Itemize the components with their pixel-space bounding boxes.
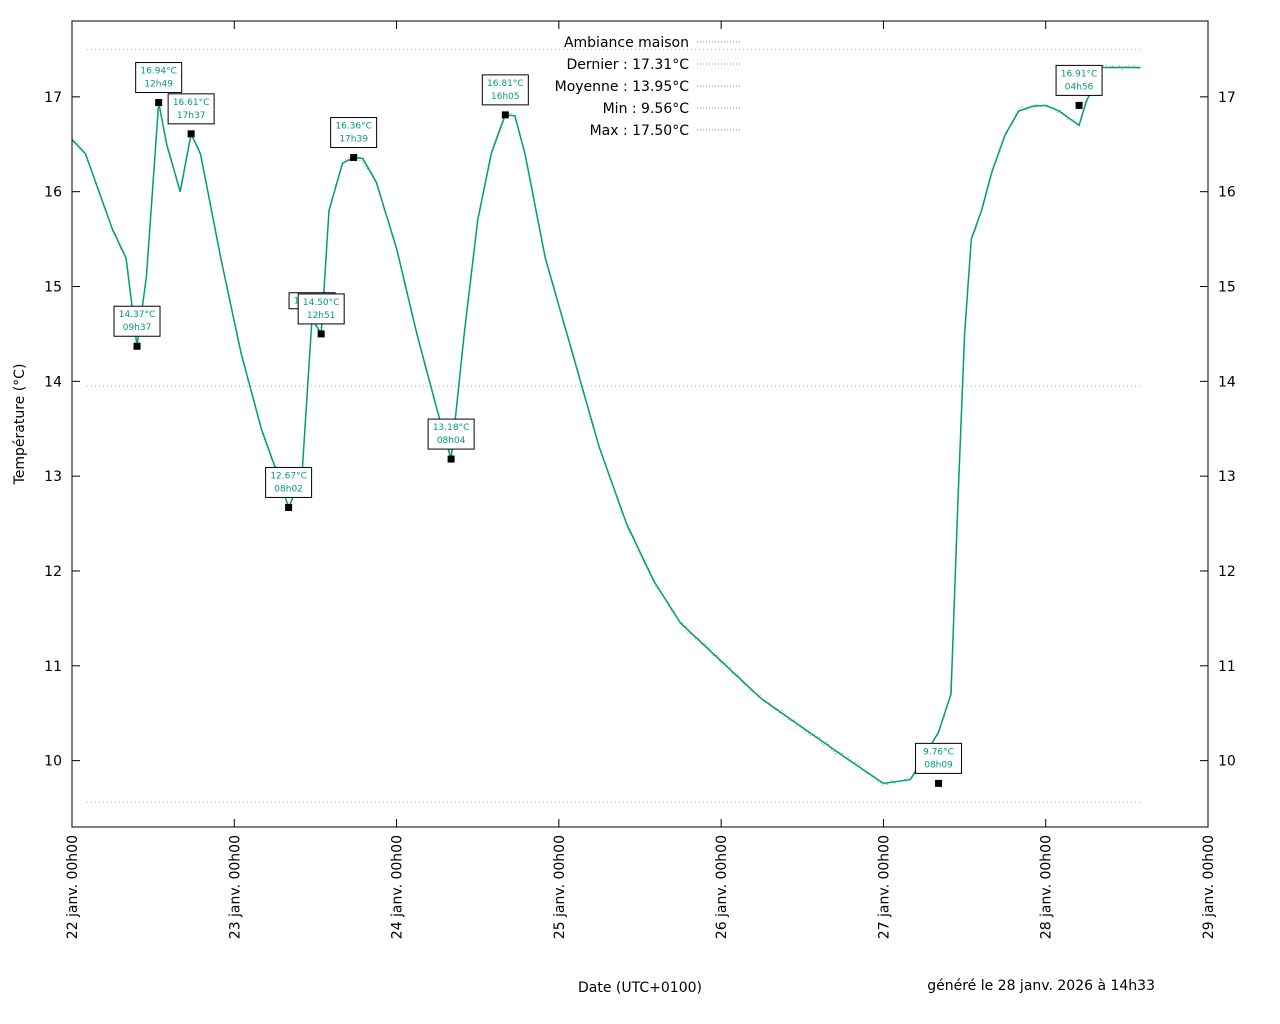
x-tick-label: 22 janv. 00h00 — [65, 835, 81, 939]
y-tick-label-left: 10 — [44, 754, 62, 770]
annotation-time: 08h09 — [924, 760, 953, 770]
y-tick-label-left: 12 — [44, 564, 62, 580]
y-tick-label-left: 13 — [44, 469, 62, 485]
annotation-time: 16h05 — [491, 92, 520, 102]
annotation-box — [427, 418, 475, 450]
y-tick-label-right: 11 — [1218, 659, 1236, 675]
x-axis-title: Date (UTC+0100) — [578, 980, 702, 996]
annotation-time: 17h39 — [339, 135, 368, 145]
annotation-time: 08h02 — [274, 484, 303, 494]
annotation-value: 13.18°C — [433, 423, 470, 433]
y-tick-label-right: 13 — [1218, 469, 1236, 485]
x-tick-label: 25 janv. 00h00 — [552, 835, 568, 939]
annotation-box — [167, 93, 215, 125]
legend-entry: Dernier : 17.31°C — [566, 57, 689, 73]
legend: Ambiance maison Dernier : 17.31°C Moyenne … — [555, 35, 742, 139]
annotation-value: 9.76°C — [923, 747, 954, 757]
y-tick-label-right: 17 — [1218, 90, 1236, 106]
annotation-box — [330, 117, 378, 149]
annotation-value: 16.94°C — [140, 67, 177, 77]
y-tick-label-left: 15 — [44, 280, 62, 296]
x-tick-label: 28 janv. 00h00 — [1039, 835, 1055, 939]
y-axis-title: Température (°C) — [12, 364, 28, 486]
y-tick-label-left: 16 — [44, 185, 62, 201]
annotation-box — [113, 305, 161, 337]
x-tick-label: 29 janv. 00h00 — [1201, 835, 1217, 939]
x-tick-label: 27 janv. 00h00 — [876, 835, 892, 939]
annotation-time: 04h56 — [1065, 82, 1094, 92]
y-tick-label-right: 15 — [1218, 280, 1236, 296]
extremum-marker — [187, 130, 195, 138]
x-tick-label: 23 janv. 00h00 — [227, 835, 243, 939]
extremum-marker — [155, 99, 163, 107]
y-tick-label-left: 17 — [44, 90, 62, 106]
annotation-value: 16.61°C — [173, 98, 210, 108]
annotation-box — [265, 466, 313, 498]
annotation-box — [915, 742, 963, 774]
extremum-marker — [285, 503, 293, 511]
annotation-time: 08h04 — [437, 436, 466, 446]
x-tick-label: 26 janv. 00h00 — [714, 835, 730, 939]
legend-entry: Moyenne : 13.95°C — [555, 79, 690, 95]
extremum-marker — [501, 111, 509, 119]
extremum-marker — [317, 330, 325, 338]
annotation-box — [1055, 64, 1103, 96]
legend-entry: Ambiance maison — [564, 35, 689, 51]
annotation-value: 14.50°C — [303, 298, 340, 308]
annotation-value: 16.81°C — [487, 79, 524, 89]
extremum-marker — [935, 779, 943, 787]
series-layer — [71, 66, 1141, 785]
annotation-time: 12h49 — [144, 80, 173, 90]
annotation-box — [481, 74, 529, 106]
extremum-marker — [1075, 101, 1083, 109]
y-tick-label-right: 16 — [1218, 185, 1236, 201]
annotation-value: 16.36°C — [335, 122, 372, 132]
annotation-box — [135, 62, 183, 94]
extremum-marker — [350, 154, 358, 162]
annotation-box — [297, 293, 345, 325]
annotation-value: 14.37°C — [119, 310, 156, 320]
mean-line-layer — [87, 48, 1141, 803]
annotation-time: 12h51 — [307, 311, 336, 321]
extremum-marker — [447, 455, 455, 463]
annotation-time: 17h37 — [177, 111, 206, 121]
axes-layer: 10 10 11 11 12 12 13 13 14 14 15 15 16 16 17 17 22 janv.… — [44, 21, 1236, 939]
generated-footer: généré le 28 janv. 2026 à 14h33 — [927, 978, 1155, 994]
y-tick-label-left: 11 — [44, 659, 62, 675]
plot-frame — [71, 20, 1209, 828]
y-tick-label-right: 12 — [1218, 564, 1236, 580]
legend-entry: Max : 17.50°C — [590, 123, 690, 139]
legend-entry: Min : 9.56°C — [603, 101, 690, 117]
x-tick-label: 24 janv. 00h00 — [390, 835, 406, 939]
annotation-time: 09h37 — [123, 323, 152, 333]
y-tick-label-right: 14 — [1218, 374, 1236, 390]
y-tick-label-right: 10 — [1218, 754, 1236, 770]
extremum-marker — [133, 342, 141, 350]
y-tick-label-left: 14 — [44, 374, 62, 390]
raw-readings-layer — [71, 64, 1141, 786]
annotation-value: 16.91°C — [1061, 69, 1098, 79]
annotation-value: 12.67°C — [270, 471, 307, 481]
series-line-ambiance-maison — [71, 66, 1141, 785]
raw-readings-line — [71, 64, 1141, 786]
